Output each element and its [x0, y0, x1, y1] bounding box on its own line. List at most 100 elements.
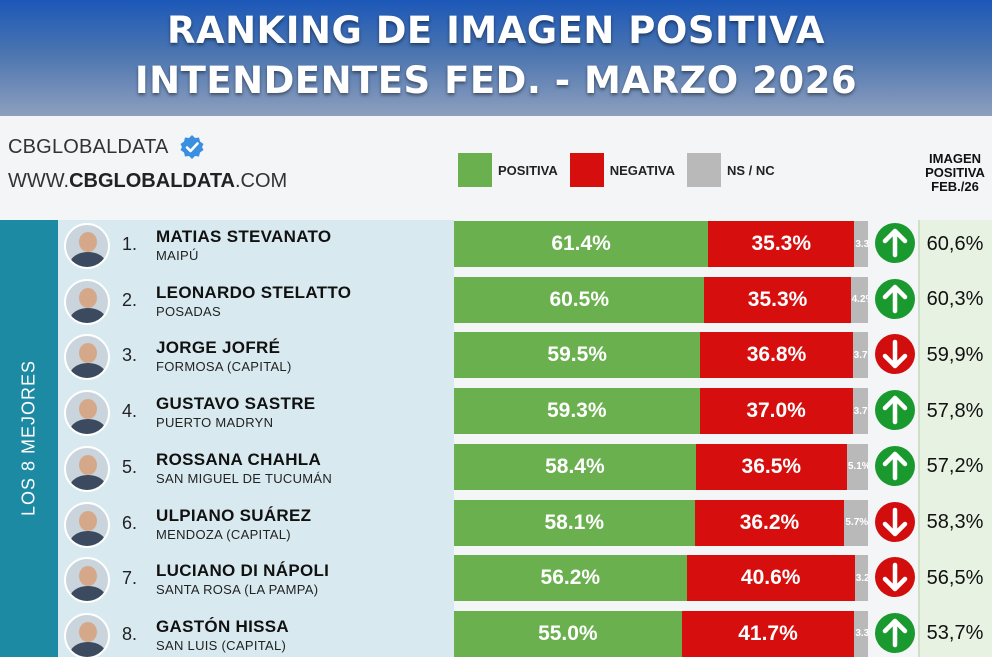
arrow-up-icon: [874, 445, 916, 487]
mayor-city: PUERTO MADRYN: [156, 415, 274, 431]
bar-positive: 60.5%: [454, 276, 705, 323]
brand-url-prefix: WWW.: [8, 170, 70, 192]
bar-positive: 59.3%: [454, 388, 700, 435]
brand-url-bold: CBGLOBALDATA: [69, 170, 235, 192]
avatar-head: [79, 566, 97, 587]
bar-nsnc: 5.1%: [846, 443, 868, 490]
mayor-city: MENDOZA (CAPITAL): [156, 526, 291, 542]
stacked-bar: 55.0%41.7%3.3%: [454, 610, 868, 657]
rank-number: 5.: [122, 456, 138, 477]
avatar-body: [70, 363, 106, 379]
avatar-head: [79, 454, 97, 475]
avatar: [64, 445, 110, 492]
avatar-body: [70, 641, 106, 657]
prev-header-line1: IMAGEN: [929, 151, 981, 166]
avatar: [64, 501, 110, 548]
stacked-bar: 58.1% 36.2% 5.7%: [454, 499, 868, 546]
rank-number: 7.: [122, 568, 138, 589]
stacked-bar: 59.3%37.0%3.7%: [454, 388, 868, 435]
arrow-down-icon: [874, 333, 916, 375]
table-row: 3. JORGE JOFRÉ FORMOSA (CAPITAL) 59.5% 36.8%…: [0, 332, 992, 388]
avatar-head: [79, 287, 97, 308]
avatar: [64, 612, 110, 657]
arrow-up-icon: [874, 389, 916, 431]
stacked-bar: 61.4%35.3%3.3%: [454, 221, 868, 267]
bar-negative: 35.3%: [704, 276, 851, 323]
avatar-body: [70, 252, 106, 267]
bar-negative: 36.2%: [694, 499, 845, 546]
rank-number: 1.: [122, 234, 138, 254]
legend-swatch-positive: [458, 153, 492, 187]
avatar-body: [70, 586, 106, 602]
prev-header-line3: FEB./26: [931, 179, 979, 194]
bar-negative: 40.6%: [686, 555, 855, 602]
prev-value: 59,9%: [926, 343, 984, 366]
legend-label-positive: POSITIVA: [498, 162, 558, 178]
names-panel: [58, 220, 454, 657]
bar-nsnc: 4.2%: [850, 276, 868, 323]
title-line-1: RANKING DE IMAGEN POSITIVA: [166, 9, 826, 52]
mayor-name: ROSSANA CHAHLA: [156, 449, 322, 469]
stacked-bar: 59.5%36.8%3.7%: [454, 332, 868, 379]
prev-value: 58,3%: [926, 511, 984, 533]
prev-value: 60,3%: [926, 288, 984, 311]
verified-badge-icon: [180, 135, 204, 159]
bar-positive: 59.5%: [454, 332, 701, 379]
avatar-body: [70, 474, 106, 490]
mayor-name: ULPIANO SUÁREZ: [156, 505, 312, 525]
bar-negative: 35.3%: [708, 221, 855, 267]
bar-nsnc: 3.2%: [854, 555, 868, 602]
arrow-down-icon: [874, 501, 916, 543]
title-line-2: INTENDENTES FED. - MARZO 2026: [134, 59, 858, 102]
brand-block: CBGLOBALDATA WWW.CBGLOBALDATA.COM: [8, 134, 287, 193]
title-banner: RANKING DE IMAGEN POSITIVA INTENDENTES F…: [0, 0, 992, 116]
table-row: 6. ULPIANO SUÁREZ MENDOZA (CAPITAL) 58.1% 36…: [0, 499, 992, 556]
bar-nsnc: 5.7%: [844, 499, 868, 546]
arrow-up-icon: [874, 278, 916, 320]
stacked-bar: 60.5%35.3%4.2%: [454, 276, 868, 323]
legend-label-negative: NEGATIVA: [609, 162, 675, 178]
table-row: 4. GUSTAVO SASTRE PUERTO MADRYN 59.3% 37.0% 3…: [0, 388, 992, 444]
mayor-city: SAN MIGUEL DE TUCUMÁN: [156, 470, 333, 486]
bar-nsnc: 3.7%: [852, 332, 868, 379]
bar-negative: 36.5%: [695, 443, 847, 490]
table-row: 8. GASTÓN HISSA SAN LUIS (CAPITAL) 55.0% 41.…: [0, 610, 992, 657]
mayor-city: POSADAS: [156, 303, 221, 319]
avatar-head: [79, 510, 97, 531]
mayor-city: MAIPÚ: [156, 248, 199, 263]
avatar-body: [70, 530, 106, 546]
brand-name-row: CBGLOBALDATA: [8, 134, 287, 160]
stacked-bar: 58.4%36.5%5.1%: [454, 443, 868, 490]
mayor-name: GASTÓN HISSA: [156, 616, 290, 636]
mayor-name: GUSTAVO SASTRE: [156, 394, 316, 414]
brand-name: CBGLOBALDATA: [8, 135, 169, 158]
prev-values-panel: [918, 220, 992, 657]
avatar: [64, 557, 110, 604]
rank-number: 8.: [122, 623, 138, 644]
mayor-city: SANTA ROSA (LA PAMPA): [156, 582, 319, 598]
bar-nsnc: 3.7%: [852, 388, 868, 435]
group-sidebar: LOS 8 MEJORES: [0, 220, 58, 657]
prev-value: 57,8%: [926, 399, 984, 422]
mayor-city: SAN LUIS (CAPITAL): [156, 637, 287, 653]
avatar-head: [79, 621, 97, 642]
mayor-city: FORMOSA (CAPITAL): [156, 359, 292, 375]
prev-value: 57,2%: [926, 455, 984, 478]
brand-url: WWW.CBGLOBALDATA.COM: [8, 170, 287, 193]
table-row: 7. LUCIANO DI NÁPOLI SANTA ROSA (LA PAMPA)…: [0, 555, 992, 611]
bar-negative: 37.0%: [699, 388, 853, 435]
arrow-down-icon: [874, 556, 916, 598]
rank-number: 4.: [122, 401, 138, 422]
arrow-up-icon: [874, 222, 916, 264]
legend: POSITIVA NEGATIVA NS / NC: [458, 153, 787, 187]
bar-positive: 61.4%: [454, 221, 709, 267]
legend-label-nsnc: NS / NC: [726, 162, 775, 178]
mayor-name: LUCIANO DI NÁPOLI: [156, 561, 330, 581]
bar-negative: 36.8%: [700, 332, 853, 379]
prev-header-line2: POSITIVA: [925, 165, 985, 180]
bar-nsnc: 3.3%: [854, 221, 868, 267]
rank-number: 6.: [122, 512, 138, 533]
bar-positive: 58.1%: [454, 499, 695, 546]
mayor-name: LEONARDO STELATTO: [156, 282, 352, 302]
